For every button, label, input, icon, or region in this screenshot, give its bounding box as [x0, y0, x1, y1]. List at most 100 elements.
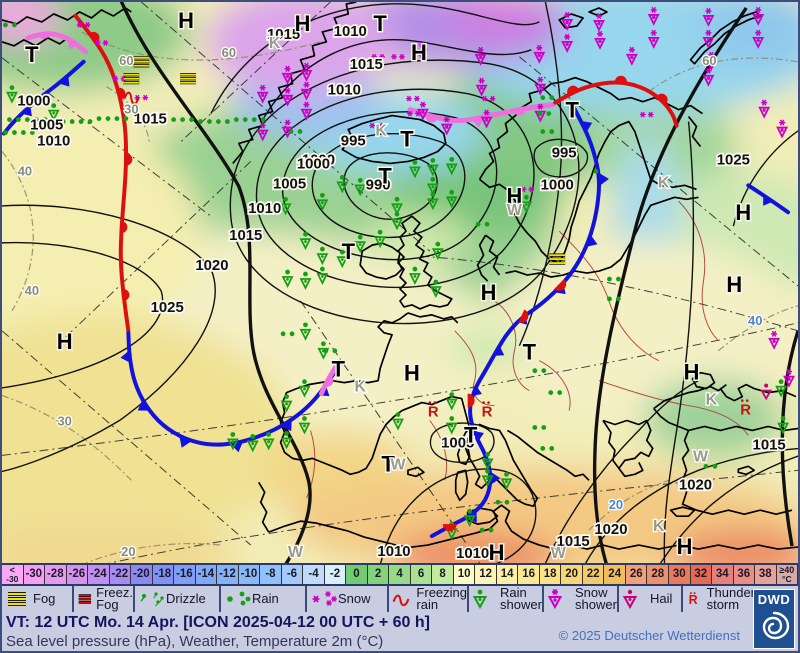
map-label: 60 — [119, 53, 133, 68]
legend-label: Drizzle — [166, 590, 206, 606]
legend-item-hail: Hail — [619, 586, 683, 612]
map-label: W — [507, 202, 523, 219]
scale-cell: -4 — [303, 565, 325, 584]
scale-cell: 32 — [690, 565, 713, 584]
freezing-rain-icon — [392, 594, 410, 607]
scale-cell: -18 — [152, 565, 175, 584]
scale-cell: 36 — [733, 565, 756, 584]
scale-cell: 10 — [453, 565, 476, 584]
snow-icon — [312, 591, 337, 606]
map-label: 990 — [366, 176, 391, 193]
map-label: T — [342, 239, 356, 264]
scale-cell: 4 — [389, 565, 411, 584]
copyright-text: © 2025 Deutscher Wetterdienst — [558, 628, 740, 643]
map-label: T — [378, 163, 392, 188]
map-label: 1015 — [557, 533, 590, 550]
map-label: K — [269, 35, 281, 52]
scale-cell: -26 — [66, 565, 89, 584]
scale-cell: -6 — [281, 565, 304, 584]
scale-cell: -2 — [324, 565, 347, 584]
scale-cell: 2 — [367, 565, 390, 584]
legend-label: Freezing rain — [416, 584, 467, 612]
scale-cell: -20 — [131, 565, 153, 584]
map-label: 20 — [609, 497, 623, 512]
scale-cell: -16 — [174, 565, 196, 584]
rain-icon — [227, 591, 251, 606]
freezing-fog-icon — [78, 594, 92, 604]
map-label: T — [464, 422, 478, 447]
legend-item-fog: Fog — [2, 586, 74, 612]
scale-cell: -8 — [260, 565, 282, 584]
thunderstorm-icon: R — [689, 592, 698, 607]
scale-cell: 34 — [712, 565, 734, 584]
map-label: W — [390, 456, 406, 473]
svg-text:R: R — [689, 593, 698, 607]
map-label: 1015 — [267, 26, 300, 43]
map-label: 1010 — [377, 543, 410, 560]
map-label: 1025 — [717, 151, 750, 168]
dwd-logo: DWD — [753, 589, 795, 649]
legend-item-freezing-rain: Freezing rain — [389, 586, 469, 612]
map-label: 1005 — [273, 175, 306, 192]
legend-label: Fog — [33, 590, 56, 606]
legend-item-snow-shower: Snow shower — [544, 586, 619, 612]
legend-label: Freez. Fog — [96, 584, 133, 612]
map-label: 60 — [702, 53, 716, 68]
map-label: T — [25, 42, 39, 67]
map-label: 1000 — [17, 93, 50, 110]
legend-label: Snow shower — [575, 584, 617, 612]
scale-cell: 24 — [604, 565, 626, 584]
legend-item-thunder-storm: R Thunder storm — [683, 586, 755, 612]
map-label: K — [658, 174, 670, 191]
map-label: 995 — [341, 132, 366, 149]
map-label: W — [288, 544, 304, 561]
scale-cell: -24 — [88, 565, 110, 584]
hail-icon — [622, 589, 638, 610]
legend-item-rain-shower: Rain shower — [469, 586, 544, 612]
scale-cell: 30 — [668, 565, 691, 584]
symbol-legend: Fog Freez. Fog Drizzle Rain Snow Freezing rai… — [2, 586, 755, 612]
legend-label: Thunder storm — [706, 584, 755, 612]
map-label: H — [726, 272, 742, 297]
scale-cell: 28 — [647, 565, 669, 584]
map-label: 1015 — [753, 436, 786, 453]
weather-map: RRR 1000 1005 1010 1015 1015 1010 1015 1010 995 1… — [2, 2, 798, 563]
map-label: 1010 — [334, 23, 367, 40]
map-label: T — [400, 126, 414, 151]
isobars — [2, 2, 798, 563]
map-label: T — [332, 357, 346, 382]
scale-cell: 8 — [432, 565, 454, 584]
snow-shower-icon — [547, 588, 563, 610]
map-label: T — [381, 451, 395, 476]
scale-cell: -28 — [45, 565, 67, 584]
map-label: K — [653, 518, 665, 535]
map-label: K — [375, 123, 387, 140]
scale-cell: 22 — [582, 565, 605, 584]
legend-label: Hail — [650, 590, 673, 606]
map-label: H — [735, 200, 751, 225]
dwd-logo-text: DWD — [757, 592, 791, 607]
dwd-spiral-icon — [762, 611, 790, 640]
legend-label: Rain shower — [500, 584, 542, 612]
svg-text:R: R — [740, 402, 751, 419]
map-label: H — [684, 360, 700, 385]
map-label: 1020 — [594, 521, 627, 538]
legend-label: Rain — [252, 590, 279, 606]
valid-time-line: VT: 12 UTC Mo. 14 Apr. [ICON 2025-04-12 … — [6, 614, 430, 631]
scale-cell: -14 — [195, 565, 218, 584]
map-label: 1005 — [441, 434, 474, 451]
map-label: 1010 — [37, 132, 70, 149]
map-label: W — [551, 545, 567, 562]
scale-cell: ≥40 °C — [776, 565, 798, 584]
map-label: T — [523, 340, 537, 365]
map-label: 40 — [748, 313, 762, 328]
scale-cell: 20 — [561, 565, 583, 584]
scale-cell: -22 — [109, 565, 132, 584]
scale-cell: 18 — [539, 565, 562, 584]
legend-item-snow: Snow — [307, 586, 389, 612]
map-label: 20 — [121, 544, 135, 559]
map-label: K — [706, 392, 718, 409]
drizzle-icon — [140, 592, 164, 607]
